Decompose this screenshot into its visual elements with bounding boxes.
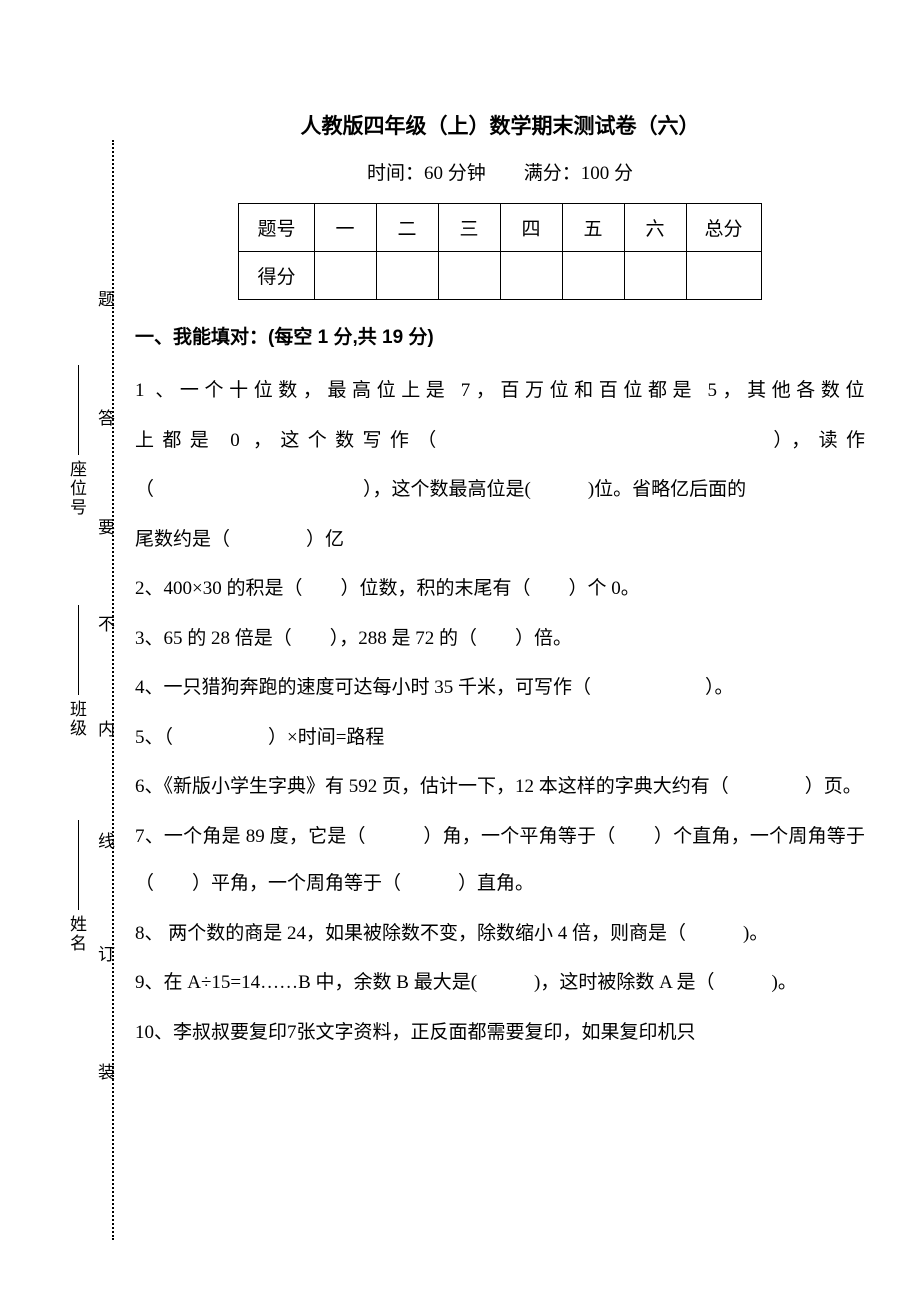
question-4: 4、一只猎狗奔跑的速度可达每小时 35 千米，可写作（ ）。: [135, 664, 865, 712]
score-cell: [562, 252, 624, 300]
page-content: 人教版四年级（上）数学期末测试卷（六） 时间：60 分钟 满分：100 分 题号…: [135, 110, 865, 1058]
score-cell: [438, 252, 500, 300]
score-cell: [624, 252, 686, 300]
marker-nei: 内: [98, 715, 115, 740]
underline-class: [78, 605, 79, 695]
underline-seat: [78, 365, 79, 455]
question-8: 8、 两个数的商是 24，如果被除数不变，除数缩小 4 倍，则商是（ )。: [135, 910, 865, 958]
header-cell: 五: [562, 204, 624, 252]
question-3: 3、65 的 28 倍是（ ），288 是 72 的（ ）倍。: [135, 615, 865, 663]
question-1-line1: 1 、一个十位数，最高位上是 7，百万位和百位都是 5，其他各数位: [135, 367, 865, 415]
score-cell: [376, 252, 438, 300]
field-name: 姓名: [64, 915, 89, 953]
header-cell: 二: [376, 204, 438, 252]
question-2: 2、400×30 的积是（ ）位数，积的末尾有（ ）个 0。: [135, 565, 865, 613]
question-9: 9、在 A÷15=14……B 中，余数 B 最大是( )，这时被除数 A 是（ …: [135, 959, 865, 1007]
marker-xian: 线: [98, 827, 115, 852]
header-cell: 总分: [686, 204, 761, 252]
marker-bu: 不: [98, 610, 115, 635]
score-label-cell: 得分: [239, 252, 314, 300]
score-cell: [314, 252, 376, 300]
page-subtitle: 时间：60 分钟 满分：100 分: [135, 158, 865, 185]
marker-yao: 要: [98, 513, 115, 538]
marker-zhuang: 装: [98, 1058, 115, 1083]
question-1-line3: （ ），这个数最高位是( )位。省略亿后面的: [135, 466, 865, 514]
table-header-row: 题号 一 二 三 四 五 六 总分: [239, 204, 761, 252]
table-score-row: 得分: [239, 252, 761, 300]
field-class: 班级: [64, 700, 89, 738]
header-cell: 四: [500, 204, 562, 252]
score-cell: [500, 252, 562, 300]
marker-ti: 题: [98, 285, 115, 310]
question-1-line2: 上都是 0 ，这个数写作（ ），读作: [135, 417, 865, 465]
header-cell: 六: [624, 204, 686, 252]
underline-name: [78, 820, 79, 910]
header-cell: 题号: [239, 204, 314, 252]
page-title: 人教版四年级（上）数学期末测试卷（六）: [135, 110, 865, 140]
question-1-line4: 尾数约是（ ）亿: [135, 516, 865, 564]
header-cell: 一: [314, 204, 376, 252]
question-10: 10、李叔叔要复印7张文字资料，正反面都需要复印，如果复印机只: [135, 1009, 865, 1057]
field-seat: 座位号: [64, 460, 89, 517]
question-7: 7、一个角是 89 度，它是（ ）角，一个平角等于（ ）个直角，一个周角等于（ …: [135, 813, 865, 908]
score-cell: [686, 252, 761, 300]
marker-ding: 订: [98, 940, 115, 965]
header-cell: 三: [438, 204, 500, 252]
marker-da: 答: [98, 404, 115, 429]
section-heading: 一、我能填对：(每空 1 分,共 19 分): [135, 322, 865, 349]
question-6: 6、《新版小学生字典》有 592 页，估计一下，12 本这样的字典大约有（ ）页…: [135, 763, 865, 811]
score-table: 题号 一 二 三 四 五 六 总分 得分: [238, 203, 761, 300]
binding-sidebar: 题 答 要 不 内 线 订 装 座位号 班级 姓名: [60, 140, 130, 1240]
question-5: 5、（ ）×时间=路程: [135, 714, 865, 762]
